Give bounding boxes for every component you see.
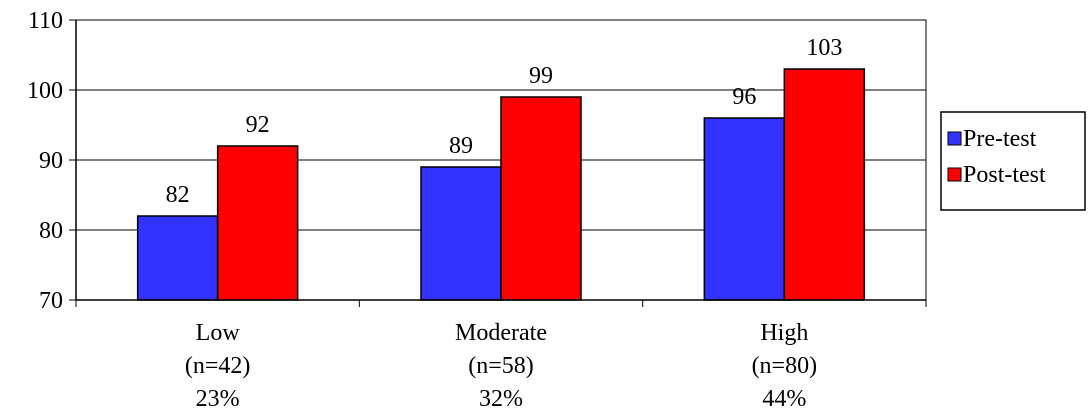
y-tick-label: 110 (28, 8, 63, 34)
y-tick-label: 90 (39, 148, 63, 174)
bar-pre-test-low (136, 215, 219, 301)
x-category-label: (n=80) (752, 353, 818, 379)
x-category-label: High (760, 320, 808, 346)
legend-label: Pre-test (963, 126, 1037, 152)
x-category-label: 44% (762, 386, 806, 412)
y-tick-label: 70 (39, 288, 63, 314)
x-category-label: (n=42) (185, 353, 251, 379)
legend-label: Post-test (963, 162, 1046, 188)
labels: 70 80 90 100 110 82 92 Low (n=42) 23% 89 99 Moderate… (27, 8, 842, 412)
x-category-label: Low (196, 320, 241, 346)
axes (69, 19, 927, 307)
bar-post-test-low (216, 145, 299, 301)
data-label: 82 (166, 182, 190, 208)
bars (136, 68, 866, 301)
bar-pre-test-high (703, 117, 786, 301)
x-category-label: (n=58) (468, 353, 534, 379)
legend-box (940, 111, 1086, 211)
legend-swatch (947, 131, 962, 146)
x-category-label: Moderate (455, 320, 547, 346)
data-label: 96 (732, 84, 756, 110)
x-category-label: 23% (196, 386, 240, 412)
y-tick-label: 80 (39, 218, 63, 244)
bar-post-test-moderate (500, 96, 582, 301)
data-label: 89 (449, 133, 473, 159)
legend: Pre-test Post-test (940, 111, 1086, 211)
legend-swatch (947, 167, 962, 182)
data-label: 103 (806, 35, 842, 61)
data-label: 92 (246, 112, 270, 138)
data-label: 99 (529, 63, 553, 89)
bar-post-test-high (783, 68, 866, 301)
bar-pre-test-moderate (420, 166, 502, 301)
y-tick-label: 100 (27, 78, 63, 104)
x-category-label: 32% (479, 386, 523, 412)
